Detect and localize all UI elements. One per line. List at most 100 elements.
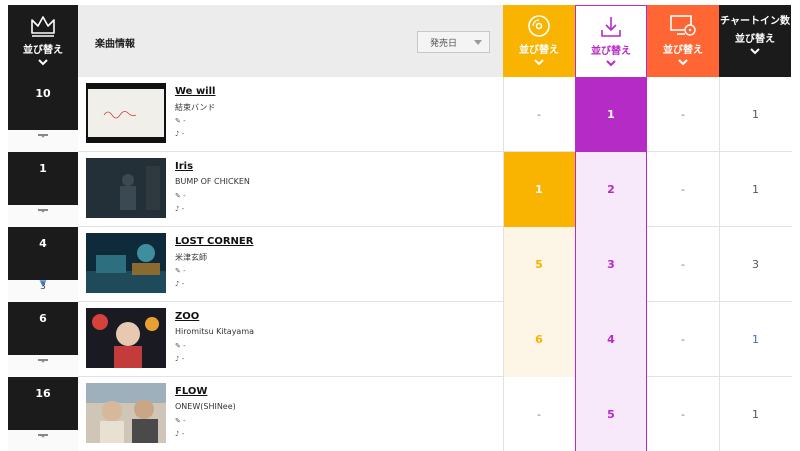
current-rank: 10: [8, 77, 78, 121]
chevron-down-icon: [606, 60, 616, 67]
streaming-sort-label: 並び替え: [663, 45, 703, 56]
video-thumbnail[interactable]: [86, 383, 166, 443]
song-info-header: 楽曲情報 発売日: [78, 5, 503, 77]
rank-change-indicator: ▼: [8, 271, 78, 289]
lyricist-line: ✎ -: [175, 267, 186, 275]
song-title-link[interactable]: LOST CORNER: [175, 236, 254, 247]
lyricist-value: -: [183, 417, 186, 425]
chart-in-count-cell: 1: [752, 183, 759, 196]
sales-rank-cell: 5: [503, 227, 575, 302]
pencil-icon: ✎: [175, 342, 181, 350]
rank-cell: 6 -: [8, 302, 78, 377]
download-rank-cell: 3: [575, 227, 647, 302]
song-title-link[interactable]: FLOW: [175, 386, 208, 397]
chart-in-column-header[interactable]: チャートイン数 並び替え: [719, 5, 791, 77]
artist-name[interactable]: BUMP OF CHICKEN: [175, 177, 250, 186]
pencil-icon: ✎: [175, 267, 181, 275]
composer-line: ♪ -: [175, 355, 184, 363]
chart-in-count-cell: 3: [752, 258, 759, 271]
chevron-down-icon: [38, 59, 48, 66]
sort-select[interactable]: 発売日: [417, 31, 490, 53]
rank-change-indicator: [8, 421, 78, 436]
lyricist-value: -: [183, 267, 186, 275]
rank-change-indicator: [8, 121, 78, 136]
composer-value: -: [181, 205, 185, 213]
chart-in-count-cell: 1: [752, 408, 759, 421]
no-change-icon: [38, 209, 48, 211]
chevron-down-icon: [678, 59, 688, 66]
cd-icon: [528, 15, 550, 37]
streaming-rank-cell: -: [681, 258, 685, 271]
current-rank: 16: [8, 377, 78, 421]
artist-name[interactable]: 結束バンド: [175, 103, 216, 112]
no-change-icon: [38, 434, 48, 436]
crown-icon: [31, 16, 55, 37]
lyricist-line: ✎ -: [175, 192, 186, 200]
download-rank-cell: 5: [575, 377, 647, 451]
composer-value: -: [181, 130, 185, 138]
rank-change-indicator: [8, 346, 78, 361]
streaming-column-header[interactable]: 並び替え: [647, 5, 719, 77]
music-note-icon: ♪: [175, 355, 180, 363]
previous-rank: 3: [40, 282, 46, 292]
current-rank: 6: [8, 302, 78, 346]
table-row: 10 - We will 結束バンド ✎ - ♪ - - 1 - 1: [8, 77, 792, 152]
download-column-header[interactable]: 並び替え: [575, 5, 647, 77]
chevron-down-icon: [534, 59, 544, 66]
streaming-rank-cell: -: [681, 183, 685, 196]
artist-name[interactable]: ONEW(SHINee): [175, 402, 236, 411]
song-title-link[interactable]: We will: [175, 86, 216, 97]
rank-sort-label: 並び替え: [23, 45, 63, 56]
song-title-link[interactable]: Iris: [175, 161, 194, 172]
sales-rank-cell: 6: [503, 302, 575, 377]
music-note-icon: ♪: [175, 205, 180, 213]
table-row: 1 - Iris BUMP OF CHICKEN ✎ - ♪ - 1 2 - 1: [8, 152, 792, 227]
sales-rank-cell: -: [537, 108, 541, 121]
previous-rank: -: [41, 357, 45, 367]
composer-line: ♪ -: [175, 430, 184, 438]
previous-rank: -: [41, 207, 45, 217]
table-row: 16 - FLOW ONEW(SHINee) ✎ - ♪ - - 5 - 1: [8, 377, 792, 451]
chart-in-sort-label: 並び替え: [735, 34, 775, 45]
previous-rank: -: [41, 432, 45, 442]
video-thumbnail[interactable]: [86, 83, 166, 143]
download-sort-label: 並び替え: [591, 46, 631, 57]
music-note-icon: ♪: [175, 130, 180, 138]
column-divider: [503, 77, 504, 451]
table-row: 4 ▼ 3 LOST CORNER 米津玄師 ✎ - ♪ - 5 3 - 3: [8, 227, 792, 302]
streaming-rank-cell: -: [681, 108, 685, 121]
music-note-icon: ♪: [175, 430, 180, 438]
video-thumbnail[interactable]: [86, 233, 166, 293]
rank-down-icon: ▼: [39, 279, 47, 289]
artist-name[interactable]: Hiromitsu Kitayama: [175, 327, 255, 336]
download-rank-cell: 2: [575, 152, 647, 227]
rank-column-header[interactable]: 並び替え: [8, 5, 78, 77]
current-rank: 4: [8, 227, 78, 271]
rank-cell: 4 ▼ 3: [8, 227, 78, 302]
artist-name[interactable]: 米津玄師: [175, 253, 207, 262]
rank-cell: 1 -: [8, 152, 78, 227]
sales-rank-cell: -: [537, 408, 541, 421]
streaming-rank-cell: -: [681, 408, 685, 421]
caret-down-icon: [474, 40, 482, 45]
lyricist-line: ✎ -: [175, 342, 186, 350]
video-thumbnail[interactable]: [86, 158, 166, 218]
composer-value: -: [181, 280, 185, 288]
current-rank: 1: [8, 152, 78, 196]
song-title-link[interactable]: ZOO: [175, 311, 200, 322]
lyricist-line: ✎ -: [175, 417, 186, 425]
column-divider: [719, 77, 720, 451]
composer-line: ♪ -: [175, 130, 184, 138]
composer-line: ♪ -: [175, 280, 184, 288]
rank-cell: 10 -: [8, 77, 78, 152]
table-row: 6 - ZOO Hiromitsu Kitayama ✎ - ♪ - 6 4 -…: [8, 302, 792, 377]
rank-cell: 16 -: [8, 377, 78, 451]
pencil-icon: ✎: [175, 117, 181, 125]
download-rank-cell: 4: [575, 302, 647, 377]
lyricist-value: -: [183, 342, 186, 350]
video-thumbnail[interactable]: [86, 308, 166, 368]
sales-column-header[interactable]: 並び替え: [503, 5, 575, 77]
chart-in-count-cell: 1: [752, 333, 759, 346]
pencil-icon: ✎: [175, 192, 181, 200]
sort-select-value: 発売日: [430, 39, 458, 49]
